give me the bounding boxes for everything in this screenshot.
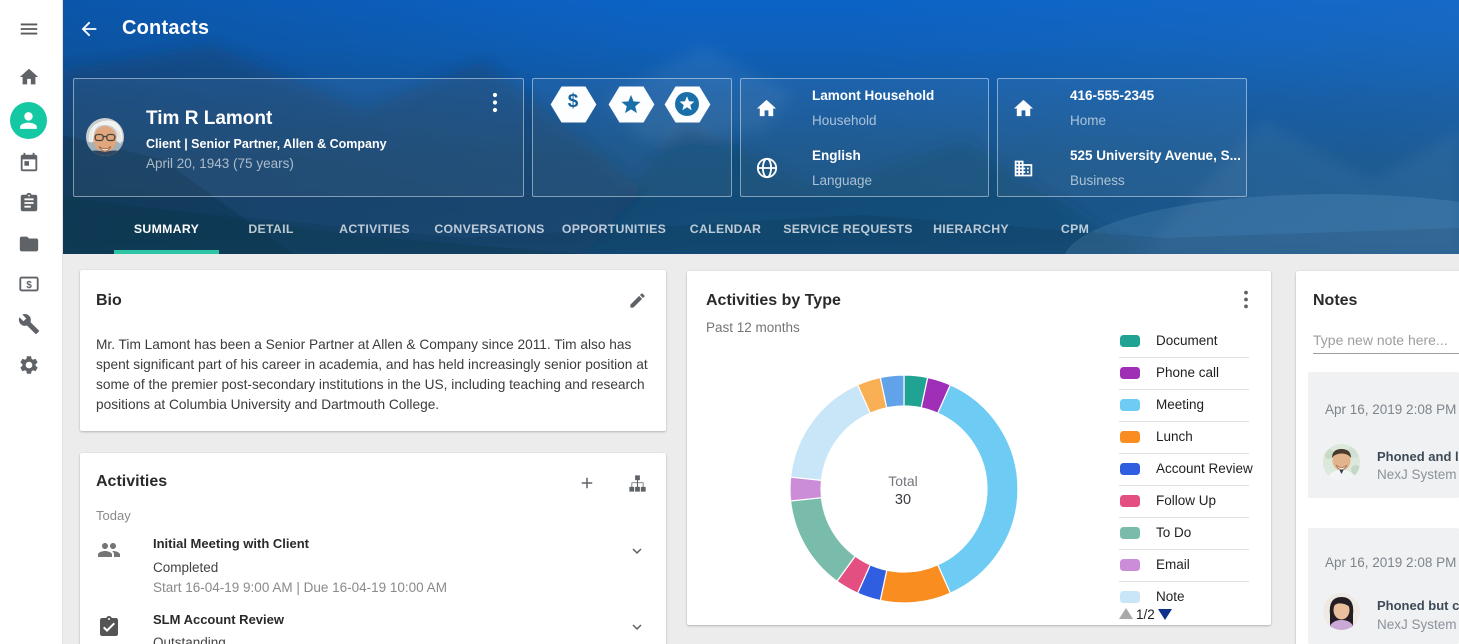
svg-text:$: $ [26,280,32,291]
